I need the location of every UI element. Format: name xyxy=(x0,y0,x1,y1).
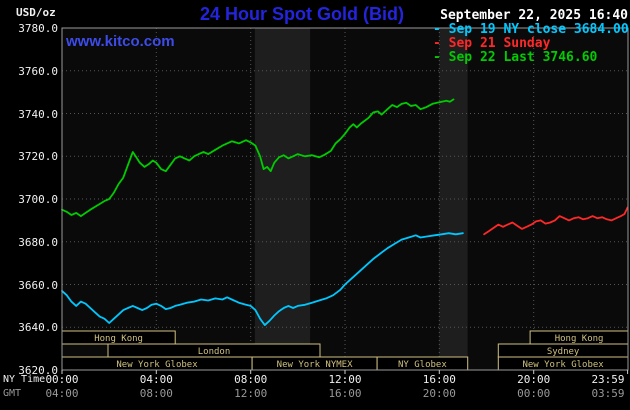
session-label: Sydney xyxy=(547,347,580,357)
ny-time-tick-label: 20:00 xyxy=(517,373,551,386)
chart-title: 24 Hour Spot Gold (Bid) xyxy=(200,4,404,24)
gmt-tick-label: 08:00 xyxy=(139,387,173,400)
y-axis-label: 3720.0 xyxy=(18,150,58,164)
session-label: Hong Kong xyxy=(94,334,143,344)
y-axis-label: 3640.0 xyxy=(18,321,58,335)
session-label: New York Globex xyxy=(522,360,604,370)
y-axis-label: 3660.0 xyxy=(18,278,58,292)
session-label: Hong Kong xyxy=(555,334,604,344)
y-axis-label: 3780.0 xyxy=(18,22,58,35)
session-shade-band xyxy=(439,28,468,370)
gmt-tick-label: 00:00 xyxy=(517,387,551,400)
kitco-watermark-link[interactable]: www.kitco.com xyxy=(66,33,175,50)
gmt-tick-label: 20:00 xyxy=(422,387,456,400)
series-sep22-current xyxy=(61,98,455,218)
gmt-tick-row: 04:00 08:00 12:00 16:00 20:00 00:00 03:59 xyxy=(0,387,630,400)
y-axis-label: 3700.0 xyxy=(18,193,58,206)
ny-time-axis-label: NY Time xyxy=(3,374,46,385)
legend-item: - Sep 22 Last 3746.60 xyxy=(433,50,598,65)
ny-time-tick-row: 00:00 04:00 08:00 12:00 16:00 20:00 23:59 xyxy=(0,373,630,386)
legend-item: - Sep 19 NY close 3684.00 xyxy=(433,22,629,37)
gmt-tick-label: 04:00 xyxy=(45,387,79,400)
session-label: NY Globex xyxy=(398,360,447,370)
session-label: New York Globex xyxy=(116,360,198,370)
gmt-tick-label: 03:59 xyxy=(591,387,625,400)
y-axis-label: 3680.0 xyxy=(18,235,58,249)
series-sep19-ny-close xyxy=(61,232,464,327)
ny-time-tick-label: 23:59 xyxy=(591,373,625,386)
gmt-axis-label: GMT xyxy=(3,388,22,399)
y-axis-label: 3760.0 xyxy=(18,64,58,78)
legend: - Sep 19 NY close 3684.00- Sep 21 Sunday… xyxy=(433,23,629,65)
ny-time-tick-label: 08:00 xyxy=(234,373,268,386)
session-label: New York NYMEX xyxy=(277,360,353,370)
y-axis-label: 3740.0 xyxy=(18,107,58,121)
price-units-label: USD/oz xyxy=(16,6,56,19)
ny-time-tick-label: 00:00 xyxy=(45,373,79,386)
legend-item: - Sep 21 Sunday xyxy=(433,36,551,51)
ny-time-tick-label: 12:00 xyxy=(328,373,362,386)
ny-time-tick-label: 16:00 xyxy=(422,373,456,386)
ny-time-tick-label: 04:00 xyxy=(139,373,173,386)
gmt-tick-label: 12:00 xyxy=(234,387,268,400)
chart-datetime: September 22, 2025 16:40 xyxy=(440,8,628,23)
y-axis-label: 3620.0 xyxy=(18,364,58,377)
series-sep21-sunday xyxy=(483,206,629,236)
session-label: London xyxy=(198,347,231,357)
gmt-tick-label: 16:00 xyxy=(328,387,362,400)
